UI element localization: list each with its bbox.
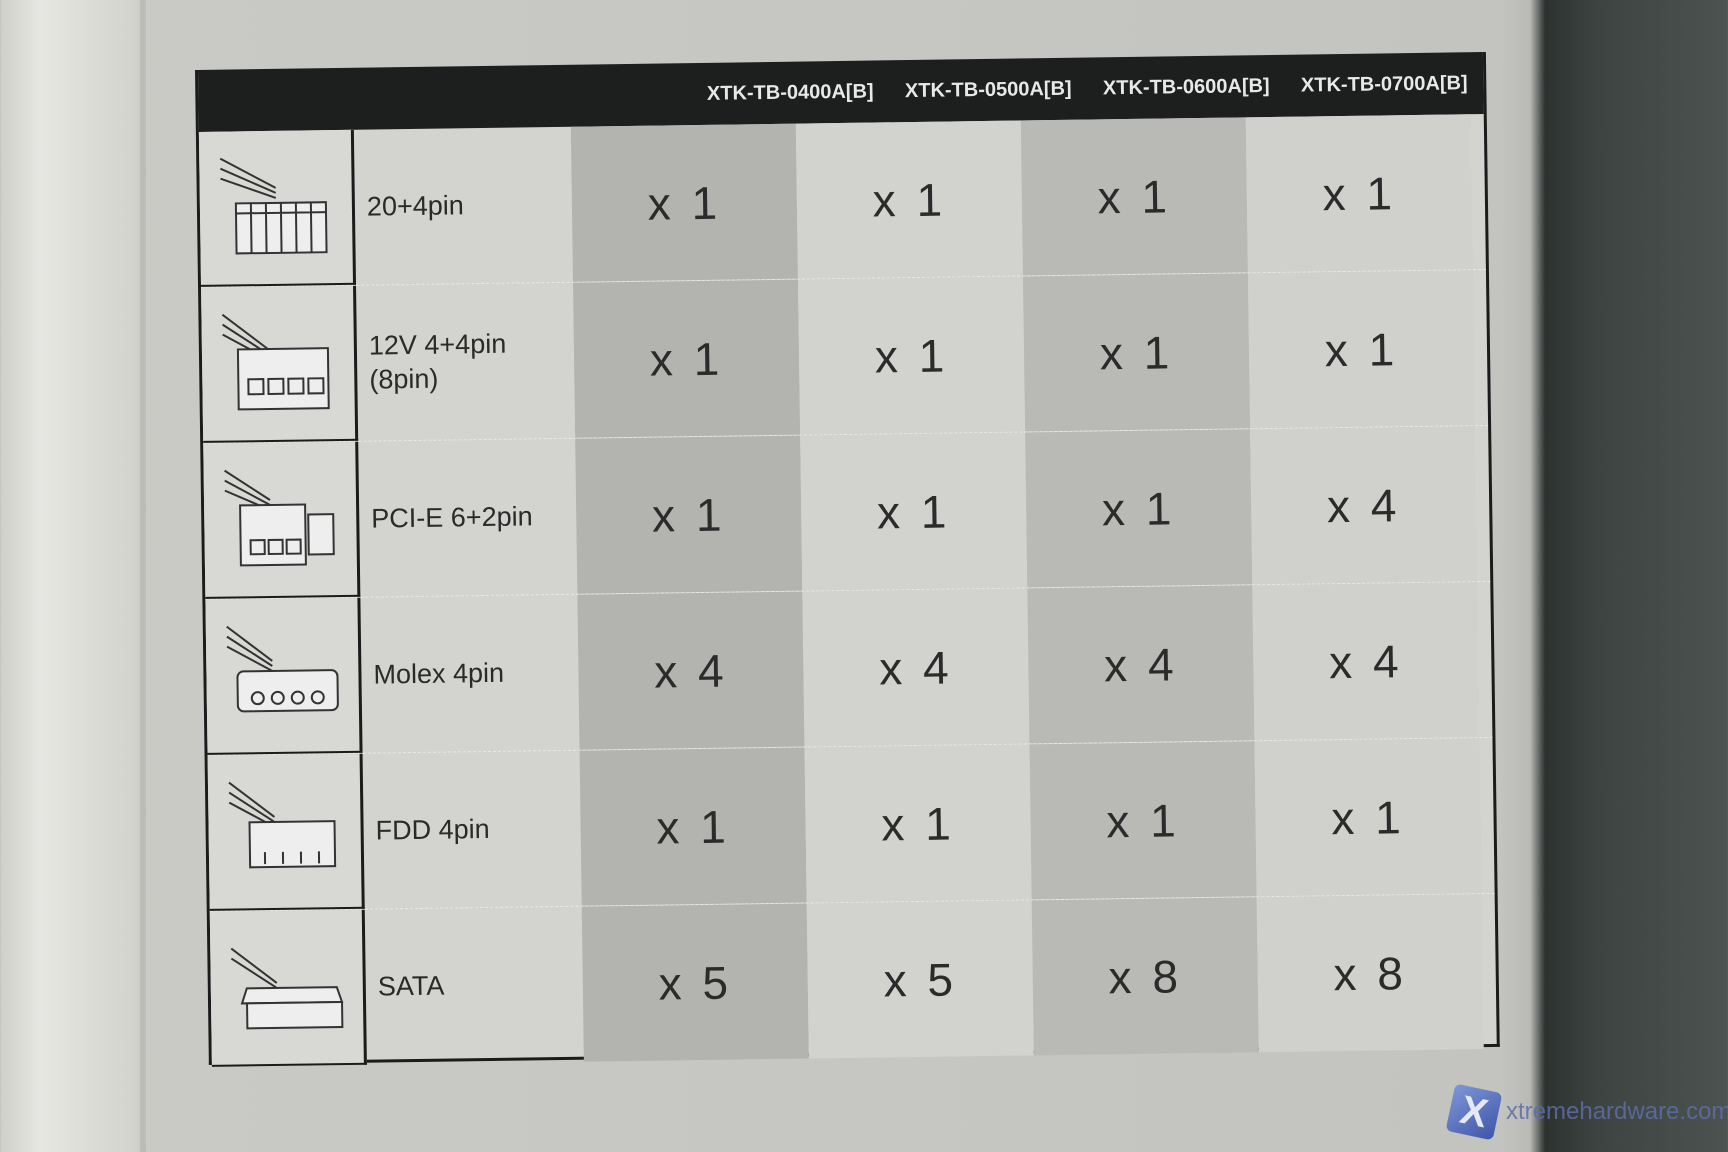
connector-count: x 1 <box>579 747 807 906</box>
connector-label: PCI-E 6+2pin <box>371 500 533 534</box>
watermark-logo: X <box>1445 1083 1503 1141</box>
watermark: X xtremehardware.com <box>1445 1083 1728 1141</box>
connector-label: SATA <box>377 970 445 1002</box>
connector-count: x 1 <box>570 123 798 282</box>
connector-count: x 1 <box>1029 741 1257 900</box>
column-header: XTK-TB-0600A[B] <box>1102 74 1270 99</box>
connector-count: x 8 <box>1031 897 1259 1056</box>
connector-count: x 8 <box>1256 894 1484 1053</box>
column-header: XTK-TB-0700A[B] <box>1300 71 1468 97</box>
connector-count: x 1 <box>800 432 1028 591</box>
connector-label: FDD 4pin <box>375 813 490 846</box>
connector-count: x 4 <box>1027 585 1255 744</box>
connector-count: x 5 <box>806 900 1034 1059</box>
connector-count: x 1 <box>797 276 1026 435</box>
column-header: XTK-TB-0400A[B] <box>706 80 874 105</box>
connector-count: x 1 <box>1025 429 1253 588</box>
column-header: XTK-TB-0500A[B] <box>904 77 1072 102</box>
connector-label: 20+4pin <box>366 189 464 222</box>
connector-count: x 1 <box>573 279 801 438</box>
connector-label: Molex 4pin <box>373 657 505 690</box>
connector-count: x 1 <box>1020 117 1248 276</box>
header-blank <box>198 63 692 132</box>
connector-count: x 1 <box>1247 270 1476 429</box>
connector-count: x 1 <box>804 744 1032 903</box>
connector-label: 12V 4+4pin (8pin) <box>368 328 507 395</box>
connector-count: x 1 <box>575 435 803 594</box>
sata-connector-icon <box>209 909 367 1067</box>
connector-count: x 4 <box>1250 426 1478 585</box>
watermark-text: xtremehardware.com <box>1506 1098 1728 1125</box>
connector-count: x 1 <box>1245 114 1473 273</box>
pcie-connector-icon <box>203 441 361 599</box>
connector-count: x 4 <box>802 588 1030 747</box>
connector-count: x 5 <box>581 903 809 1062</box>
fdd-connector-icon <box>207 753 365 911</box>
connector-table: XTK-TB-0400A[B] XTK-TB-0500A[B] XTK-TB-0… <box>195 51 1500 1067</box>
connector-count: x 1 <box>1022 273 1251 432</box>
connector-count: x 4 <box>577 591 805 750</box>
box-edge <box>140 0 146 1152</box>
connector-count: x 1 <box>1254 738 1482 897</box>
eps-8pin-connector-icon <box>201 285 359 443</box>
molex-connector-icon <box>205 597 363 755</box>
connector-count: x 1 <box>795 120 1023 279</box>
connector-count: x 4 <box>1252 582 1480 741</box>
atx-24pin-connector-icon <box>198 129 357 287</box>
